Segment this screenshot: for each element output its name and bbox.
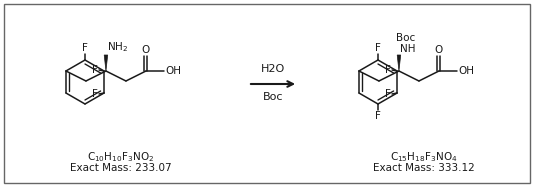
Text: F: F: [385, 65, 391, 75]
Polygon shape: [104, 55, 108, 71]
Text: NH: NH: [400, 44, 415, 54]
Polygon shape: [397, 55, 400, 71]
Text: F: F: [92, 65, 98, 75]
Text: F: F: [375, 111, 381, 121]
Text: F: F: [385, 89, 391, 99]
Text: Boc: Boc: [263, 92, 283, 102]
Text: H2O: H2O: [261, 64, 285, 74]
Text: F: F: [375, 43, 381, 53]
Text: F: F: [82, 43, 88, 53]
Text: $\mathregular{C_{10}H_{10}F_3NO_2}$: $\mathregular{C_{10}H_{10}F_3NO_2}$: [87, 150, 154, 164]
Text: OH: OH: [165, 66, 181, 76]
Text: $\mathregular{C_{15}H_{18}F_3NO_4}$: $\mathregular{C_{15}H_{18}F_3NO_4}$: [390, 150, 457, 164]
Text: OH: OH: [458, 66, 474, 76]
Text: O: O: [142, 45, 150, 55]
Text: O: O: [435, 45, 443, 55]
Text: F: F: [92, 89, 98, 99]
Text: Boc: Boc: [396, 33, 415, 43]
Text: Exact Mass: 233.07: Exact Mass: 233.07: [69, 163, 171, 173]
Text: Exact Mass: 333.12: Exact Mass: 333.12: [373, 163, 474, 173]
Text: NH$_2$: NH$_2$: [107, 40, 128, 54]
